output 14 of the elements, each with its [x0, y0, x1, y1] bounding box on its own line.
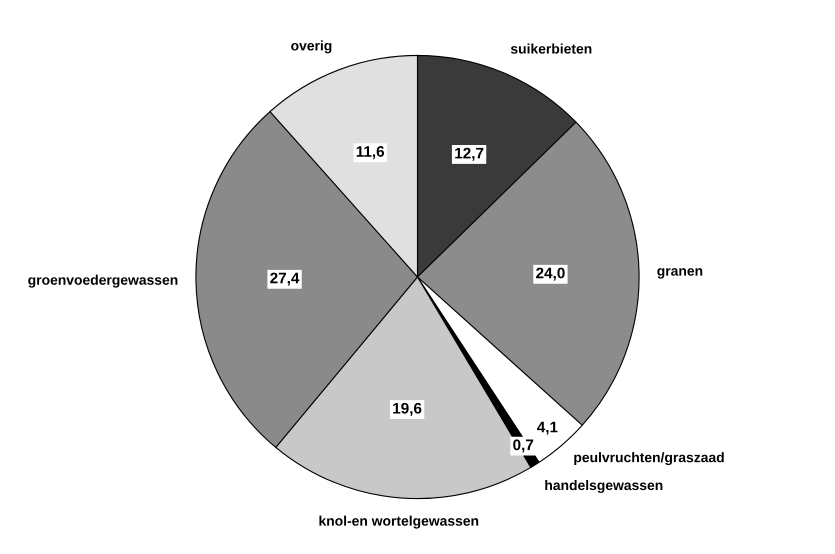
slice-label: suikerbieten [510, 43, 592, 54]
slice-label: peulvruchten/graszaad [574, 452, 724, 466]
slice-label: overig [291, 40, 332, 54]
data-label: 19,6 [393, 402, 422, 416]
slice-label: groenvoedergewassen [28, 274, 178, 288]
data-label: 11,6 [356, 146, 384, 160]
slice-label: handelsgewassen [545, 480, 662, 493]
slice-label: granen [657, 268, 702, 279]
slice-label: knol-en wortelgewassen [319, 516, 478, 529]
data-label: 27,4 [270, 272, 300, 286]
data-label: 4,1 [537, 422, 558, 435]
data-label: 0,7 [513, 439, 534, 452]
data-label: 12,7 [455, 148, 484, 161]
data-label: 24,0 [536, 268, 565, 281]
